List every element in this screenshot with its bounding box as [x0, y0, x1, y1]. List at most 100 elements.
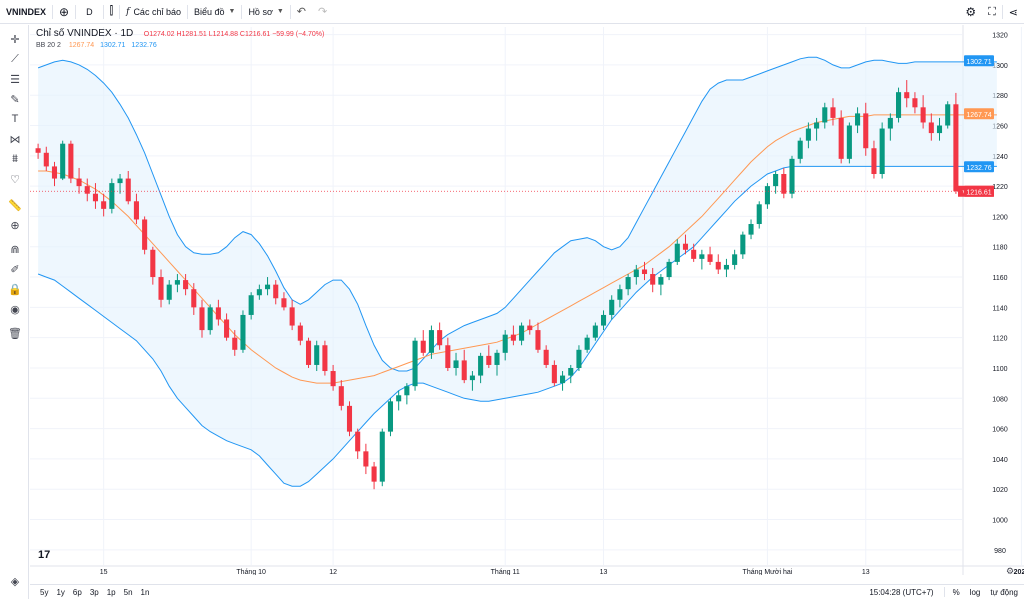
- trend-line-icon[interactable]: ⟋: [11, 52, 19, 65]
- candle-body: [543, 349, 549, 365]
- candle-body: [92, 193, 99, 202]
- divider: [289, 4, 291, 19]
- candle-body: [650, 274, 656, 285]
- candle-body: [699, 254, 705, 259]
- candle-body: [469, 375, 475, 381]
- pattern-icon[interactable]: ⋈: [9, 133, 21, 146]
- candle-body: [797, 140, 803, 159]
- chart-type-button[interactable]: ⫿: [104, 0, 120, 24]
- divider: [943, 587, 945, 597]
- undo-button[interactable]: ↶: [291, 0, 312, 24]
- chart-area[interactable]: 980 1000 1020 1040 1060 1080 1100 1120 1140 1160 1…: [30, 25, 1024, 577]
- range-button-3p[interactable]: 3p: [89, 587, 99, 597]
- candle-body: [412, 340, 418, 387]
- bb-basis-badge: 1267.74: [966, 112, 991, 119]
- candle-body: [920, 107, 926, 123]
- percent-toggle[interactable]: %: [952, 587, 960, 597]
- range-button-5y[interactable]: 5y: [40, 587, 49, 597]
- fib-retracement-icon[interactable]: ☰: [10, 73, 20, 86]
- brush-icon[interactable]: ✎: [10, 93, 20, 106]
- interval-button[interactable]: D: [86, 6, 93, 17]
- heart-icon[interactable]: ♡: [10, 173, 20, 186]
- candle-body: [199, 307, 205, 331]
- candle-body: [519, 325, 525, 341]
- candle-body: [904, 92, 910, 99]
- range-button-6p[interactable]: 6p: [72, 587, 82, 597]
- bollinger-basis-line: [38, 114, 997, 384]
- candle-body: [912, 98, 918, 108]
- candle-body: [355, 431, 361, 452]
- plus-circle-icon: ⊕: [59, 4, 70, 19]
- candle-body: [641, 269, 648, 275]
- x-tick-label: Tháng 10: [236, 569, 266, 575]
- candle-body: [322, 345, 328, 372]
- candle-body: [305, 340, 312, 365]
- candle-body: [191, 289, 197, 308]
- y-tick-label: 1000: [992, 518, 1008, 525]
- candle-body: [666, 261, 672, 278]
- indicators-button[interactable]: f Các chỉ báo: [120, 0, 187, 24]
- candle-body: [609, 299, 615, 315]
- candle-body: [600, 314, 607, 326]
- settings-button[interactable]: ⚙: [959, 0, 982, 24]
- candle-body: [35, 148, 41, 153]
- axis-settings-icon: ⚙: [1006, 567, 1014, 575]
- candle-body: [805, 128, 811, 141]
- divider: [241, 4, 243, 19]
- lock-drawing-icon[interactable]: ✐: [10, 263, 20, 276]
- candle-body: [142, 219, 148, 250]
- candle-body: [535, 330, 541, 350]
- range-button-5n[interactable]: 5n: [123, 587, 133, 597]
- magnet-icon[interactable]: ⋒: [10, 243, 20, 256]
- range-button-1y[interactable]: 1y: [56, 587, 65, 597]
- symbol-search-button[interactable]: VNINDEX: [6, 6, 47, 17]
- candle-body: [240, 314, 246, 350]
- candle-body: [625, 277, 631, 290]
- candle-body: [379, 431, 385, 482]
- zoom-in-icon[interactable]: ⊕: [10, 219, 20, 232]
- candle-body: [879, 128, 885, 175]
- candle-body: [551, 364, 557, 384]
- range-button-1p[interactable]: 1p: [106, 587, 116, 597]
- candle-body: [691, 249, 697, 259]
- candle-body: [207, 307, 213, 331]
- candle-body: [60, 143, 66, 179]
- redo-button[interactable]: ↷: [312, 0, 333, 24]
- eye-icon[interactable]: ◉: [10, 303, 20, 316]
- prediction-icon[interactable]: ⩩: [12, 152, 18, 165]
- range-button-1n[interactable]: 1n: [140, 587, 150, 597]
- profile-button[interactable]: Hồ sơ ▼: [242, 0, 289, 24]
- text-icon[interactable]: T: [11, 113, 19, 125]
- fullscreen-button[interactable]: ⛶: [982, 0, 1002, 24]
- candle-body: [265, 284, 271, 290]
- y-tick-label: 1080: [992, 396, 1008, 403]
- bollinger-upper-line: [37, 56, 997, 372]
- candle-body: [510, 334, 516, 341]
- top-toolbar: VNINDEX ⊕ D ⫿ f Các chỉ báo Biểu đồ ▼ Hồ…: [0, 0, 1024, 24]
- auto-toggle[interactable]: tự động: [990, 587, 1018, 597]
- y-tick-label: 1280: [992, 93, 1008, 100]
- candle-body: [568, 367, 574, 376]
- y-tick-label: 1240: [992, 154, 1008, 161]
- share-button[interactable]: ⋖: [1003, 0, 1024, 24]
- x-tick-label: 13: [862, 569, 870, 575]
- compare-symbol-button[interactable]: ⊕: [53, 0, 75, 24]
- gear-icon: ⚙: [965, 5, 977, 19]
- y-tick-label: 1140: [992, 305, 1007, 312]
- crosshair-icon[interactable]: ✛: [10, 33, 20, 46]
- candle-body: [437, 330, 443, 346]
- candle-body: [371, 466, 377, 482]
- candle-body: [592, 325, 598, 338]
- candle-body: [51, 166, 58, 179]
- range-buttons: 5y 1y 6p 3p 1p 5n 1n: [30, 588, 153, 597]
- log-toggle[interactable]: log: [969, 587, 981, 597]
- candle-body: [453, 360, 459, 368]
- bb-lower-badge-bg: [964, 161, 994, 173]
- chart-layout-button[interactable]: Biểu đồ ▼: [188, 0, 241, 24]
- bb-label: BB 20 2: [36, 42, 61, 49]
- ruler-icon[interactable]: 📏: [8, 199, 22, 212]
- object-tree-icon[interactable]: ◈: [10, 575, 20, 588]
- redo-icon: ↷: [318, 6, 328, 18]
- trash-icon[interactable]: 🗑: [8, 327, 22, 340]
- lock-icon[interactable]: 🔒: [8, 283, 22, 296]
